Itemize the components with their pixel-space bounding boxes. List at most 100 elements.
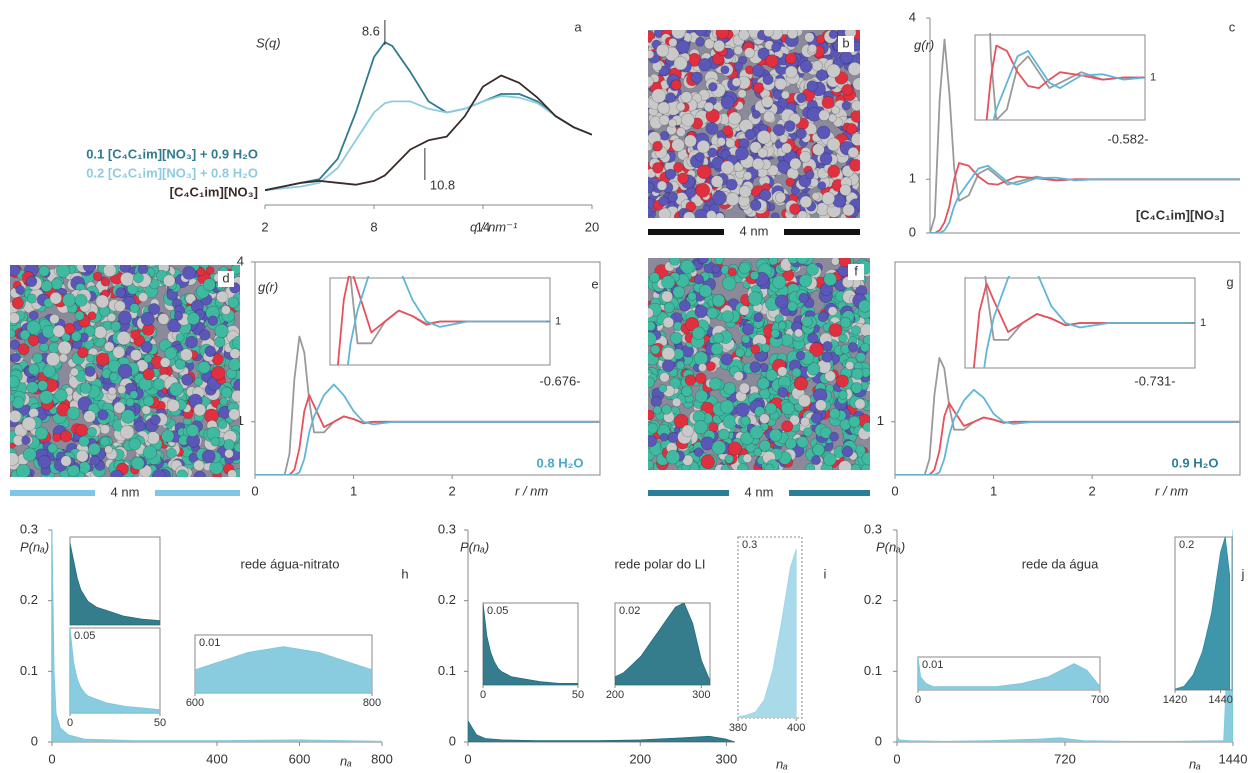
atom <box>761 95 774 108</box>
atom <box>17 343 30 356</box>
atom <box>804 32 815 43</box>
atom <box>733 371 744 382</box>
line <box>930 164 1240 233</box>
atom <box>698 57 712 72</box>
atom <box>229 348 240 360</box>
atom <box>60 455 72 467</box>
atom <box>106 312 117 323</box>
area <box>897 529 1233 742</box>
panel-label: b <box>842 35 849 50</box>
legend-entry: [C₄C₁im][NO₃] <box>170 184 258 199</box>
atom <box>715 212 725 218</box>
scale-bar-label: 4 nm <box>745 484 774 499</box>
x-tick-label: 0 <box>480 689 486 701</box>
scale-bar <box>648 229 724 235</box>
atom <box>227 469 237 477</box>
atom <box>211 366 226 381</box>
atom <box>706 210 717 218</box>
atom <box>753 312 764 323</box>
scale-bar <box>155 490 240 496</box>
x-tick-label: 1440 <box>1219 751 1248 766</box>
atom <box>89 455 100 466</box>
atom <box>95 352 110 367</box>
atom <box>749 361 761 373</box>
panel-label: g <box>1226 274 1233 289</box>
atom <box>793 376 808 391</box>
atom <box>721 276 737 291</box>
atom <box>738 261 751 274</box>
atom <box>205 266 215 275</box>
atom <box>776 160 791 174</box>
atom <box>831 258 840 266</box>
atom <box>648 422 659 434</box>
atom <box>812 143 825 156</box>
atom <box>764 463 775 470</box>
atom <box>693 447 704 457</box>
atom <box>743 47 755 59</box>
atom <box>802 427 813 437</box>
atom <box>233 442 240 453</box>
atom <box>789 157 802 170</box>
atom <box>181 373 194 386</box>
atom <box>175 333 185 343</box>
x-tick-label: 300 <box>692 689 710 701</box>
atom <box>841 445 854 458</box>
atom <box>827 306 838 316</box>
atom <box>693 420 708 435</box>
atom <box>773 123 786 137</box>
x-tick-label: 200 <box>606 689 624 701</box>
atom <box>763 30 774 38</box>
atom <box>815 69 828 81</box>
atom <box>125 397 135 407</box>
atom <box>49 292 62 305</box>
atom <box>662 316 675 329</box>
atom <box>10 312 20 324</box>
atom <box>851 100 860 112</box>
x-tick-label: 200 <box>629 751 651 766</box>
atom <box>148 303 161 316</box>
atom <box>164 347 177 360</box>
atom <box>21 416 37 432</box>
atom <box>703 101 714 112</box>
x-tick-label: 800 <box>363 697 381 709</box>
atom <box>757 147 769 159</box>
atom <box>695 183 711 198</box>
atom <box>769 428 783 442</box>
atom <box>42 364 56 378</box>
atom <box>828 323 843 337</box>
atom <box>700 454 715 469</box>
atom <box>799 150 812 163</box>
atom <box>777 366 788 377</box>
atom <box>116 331 131 346</box>
atom <box>199 329 211 341</box>
atom <box>694 389 709 403</box>
atom <box>698 284 713 298</box>
atom <box>727 267 737 277</box>
atom <box>150 414 161 426</box>
atom <box>752 64 765 77</box>
atom <box>781 142 792 154</box>
atom <box>696 164 712 180</box>
x-tick-label: 0 <box>251 483 258 498</box>
atom <box>103 265 117 277</box>
atom <box>87 311 97 321</box>
line <box>895 388 1240 475</box>
y-axis-label: g(r) <box>258 279 278 294</box>
atom <box>774 294 789 309</box>
atom <box>74 293 88 307</box>
atom <box>811 60 823 72</box>
atom <box>717 428 730 441</box>
atom <box>197 360 211 374</box>
atom <box>57 340 72 355</box>
atom <box>143 354 153 363</box>
atom <box>677 172 689 185</box>
area <box>468 720 735 742</box>
atom <box>841 83 854 96</box>
atom <box>193 470 206 477</box>
atom <box>676 127 686 137</box>
atom <box>785 177 795 187</box>
atom <box>92 271 103 282</box>
atom <box>10 265 21 277</box>
x-tick-label: 800 <box>371 751 393 766</box>
atom <box>38 265 50 277</box>
